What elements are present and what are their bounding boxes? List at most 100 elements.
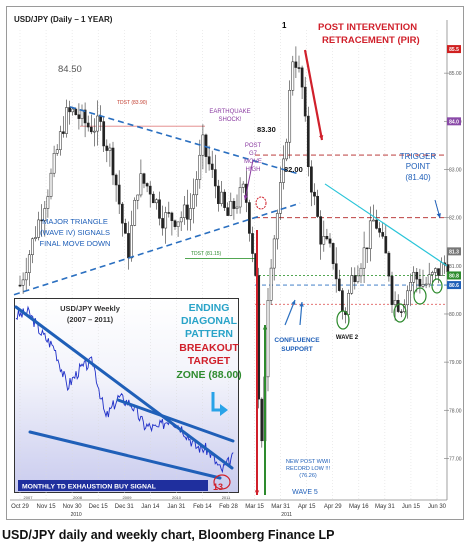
price-tag-box [447,281,461,290]
candle-body [272,238,276,269]
candle-body [229,200,233,216]
usdjpy-chart: 85.0084.0083.0082.0081.0080.0079.0078.00… [10,15,462,518]
inset-x-tick-label: 2010 [172,495,182,500]
candle-body [285,141,288,160]
ending-diagonal-upper-line [14,305,234,470]
x-tick-label: Jan 14 [141,504,160,510]
candle-body [396,300,400,312]
candle-body [440,262,443,276]
candle-body [365,247,369,250]
candle-body [213,169,217,187]
candle-body [220,191,223,204]
candle-body [111,147,115,176]
confluence-arrow-2-head [299,302,304,307]
candle-body [241,183,245,188]
candle-body [65,107,68,134]
candle-body [89,126,93,133]
candle-body [415,271,419,280]
candle-body [217,185,220,204]
annotation-label: (76.26) [299,473,317,479]
candle-body [424,283,428,286]
y-tick-label: 80.00 [449,312,462,318]
breakout-arrow [211,392,222,412]
candle-body [74,108,78,115]
candle-body [238,187,242,208]
candle-body [55,149,59,154]
candle-body [18,284,22,287]
candle-body [325,236,329,240]
triangle-lower-trendline [13,202,301,296]
candle-body [86,122,90,128]
x-tick-label: Dec 15 [89,504,109,510]
weekly-inset-panel [14,298,239,493]
candle-body [406,290,409,306]
td-count-label: 13 [213,482,223,492]
weekly-price-line [15,305,234,474]
inset-subtitle: (2007 – 2011) [67,315,114,324]
chart-title: USD/JPY (Daily – 1 YEAR) [14,15,113,24]
figure-caption: USD/JPY daily and weekly chart, Bloomber… [2,528,335,542]
rebound-up-arrow-head [262,325,268,330]
candle-body [130,225,133,259]
ending-diagonal-mid-line [116,398,235,443]
annotation-label: POST INTERVENTION [318,22,417,33]
candle-body [334,263,338,280]
x-tick-label: Jan 31 [167,504,186,510]
candle-body [21,279,25,286]
annotation-label: RETRACEMENT (PIR) [322,35,420,46]
annotation-label: (WAVE IV) SIGNALS [40,228,110,237]
candle-body [359,267,363,277]
candle-body [186,204,189,220]
annotation-label: DIAGONAL [181,315,238,327]
candle-body [260,398,264,442]
candle-body [291,61,295,91]
annotation-label: POINT [406,162,431,171]
candle-body [201,134,205,156]
inset-title: USD/JPY Weekly [60,304,121,313]
x-year-label: 2010 [71,512,82,518]
ending-diagonal-lower-line [28,430,222,480]
annotation-label: 82.00 [284,165,303,174]
candle-body [300,67,304,88]
inset-x-tick-label: 2008 [73,495,83,500]
candle-body [96,115,99,132]
candle-body [347,292,350,315]
y-tick-label: 79.00 [449,360,462,366]
annotation-label: ENDING [189,302,230,314]
candle-body [68,107,71,113]
candle-body [322,236,326,245]
x-tick-label: Mar 31 [271,504,290,510]
y-tick-label: 78.00 [449,408,462,414]
candle-body [266,300,270,378]
annotation-label: (81.40) [405,173,431,182]
candle-body [43,208,47,221]
candle-body [142,173,146,184]
annotation-label: G7 [249,151,258,157]
candle-body [136,194,140,201]
annotation-label: 83.30 [257,125,276,134]
x-tick-label: Apr 29 [324,504,342,510]
annotation-label: TDST (81.15) [191,251,222,257]
pir-down-arrow [303,49,324,141]
candle-body [288,90,292,143]
candle-body [77,114,81,119]
annotation-label: TRIGGER [400,152,437,161]
candle-body [328,238,332,244]
candle-body [310,166,313,193]
price-tag-box [447,45,461,54]
candle-body [24,272,28,281]
x-tick-label: May 16 [349,504,369,510]
candle-body [269,267,273,301]
candle-body [114,174,118,186]
candle-body [46,196,50,209]
candle-body [381,232,385,237]
candle-body [313,191,316,197]
confluence-arrow-1-head [291,300,296,305]
candle-body [71,108,75,113]
candle-body [390,275,394,305]
annotation-label: TDST (83.90) [117,100,148,106]
candle-body [421,284,425,287]
annotation-label: HIGH [246,167,261,173]
candle-body [176,221,180,227]
candle-body [437,268,440,276]
